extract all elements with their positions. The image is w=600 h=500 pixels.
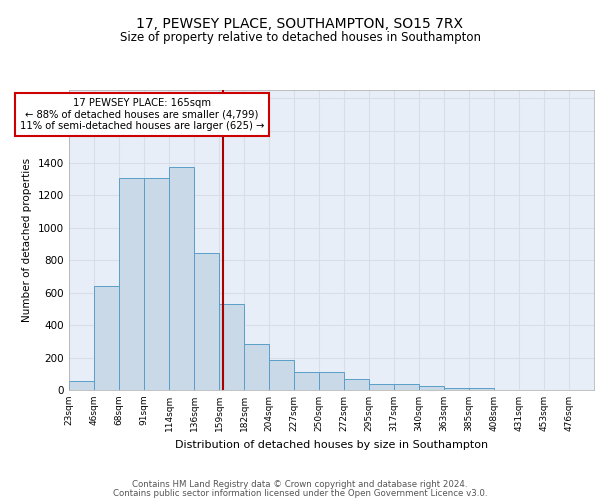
- Text: 17, PEWSEY PLACE, SOUTHAMPTON, SO15 7RX: 17, PEWSEY PLACE, SOUTHAMPTON, SO15 7RX: [137, 18, 464, 32]
- Bar: [194, 253, 219, 390]
- Bar: [394, 384, 419, 390]
- Bar: [119, 178, 144, 390]
- Bar: [469, 388, 494, 390]
- Bar: [69, 381, 94, 390]
- Bar: [244, 344, 269, 390]
- Bar: [144, 178, 169, 390]
- Bar: [419, 386, 444, 390]
- Y-axis label: Number of detached properties: Number of detached properties: [22, 158, 32, 322]
- X-axis label: Distribution of detached houses by size in Southampton: Distribution of detached houses by size …: [175, 440, 488, 450]
- Bar: [94, 286, 119, 390]
- Text: Contains HM Land Registry data © Crown copyright and database right 2024.: Contains HM Land Registry data © Crown c…: [132, 480, 468, 489]
- Bar: [169, 167, 194, 390]
- Bar: [319, 372, 344, 390]
- Text: Contains public sector information licensed under the Open Government Licence v3: Contains public sector information licen…: [113, 488, 487, 498]
- Text: Size of property relative to detached houses in Southampton: Size of property relative to detached ho…: [119, 31, 481, 44]
- Bar: [219, 304, 244, 390]
- Bar: [369, 384, 394, 390]
- Bar: [269, 360, 294, 390]
- Bar: [294, 372, 319, 390]
- Bar: [444, 388, 469, 390]
- Text: 17 PEWSEY PLACE: 165sqm
← 88% of detached houses are smaller (4,799)
11% of semi: 17 PEWSEY PLACE: 165sqm ← 88% of detache…: [20, 98, 264, 131]
- Bar: [344, 378, 369, 390]
